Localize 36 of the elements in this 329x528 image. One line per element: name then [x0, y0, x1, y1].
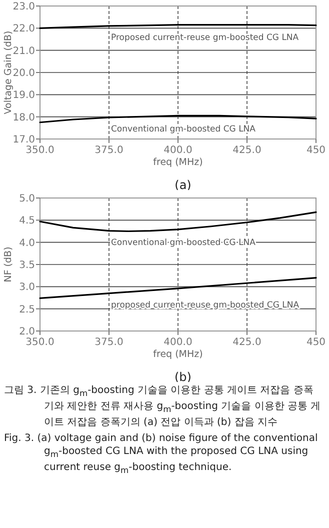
x-tick-label: 400.0 [164, 337, 192, 348]
y-tick-label: 18.0 [12, 112, 35, 124]
line-series [39, 277, 317, 299]
line-series [39, 114, 317, 124]
x-tick-label: 425.0 [232, 337, 262, 348]
x-tick-label: 350.0 [26, 145, 54, 156]
caption: 그림 3. 기존의 g$_{m}$-boosting 기술을 이용한 공통 게이트 저잡음 증폭기와 제안한 전류 재사용 g$_{m}$-boosting 기술을 이용한 공통 게이트 저잡음 증폭기의 (a) 전압 이득과 (b) 잡음 지수 [3, 384, 322, 429]
series-label: Proposed current-reuse gm-boosted CG LNA [111, 32, 299, 43]
x-axis-title: freq (MHz) [153, 349, 203, 360]
x-tick-label: 375.0 [94, 337, 124, 348]
y-tick-label: 5.0 [19, 194, 35, 204]
y-tick-label: 2.5 [19, 304, 35, 316]
y-tick-label: 3.5 [19, 260, 35, 271]
y-tick-label: 22.0 [12, 24, 35, 35]
caption: Fig. 3. (a) voltage gain and (b) noise figure of the conventional g$_{m}$-boosted CG LNA with the proposed CG LNA using current reuse g$_{m}$-boosting technique. [3, 432, 319, 477]
y-tick-label: 4.5 [19, 216, 35, 227]
y-tick-label: 19.0 [12, 90, 35, 102]
x-tick-label: 450 [306, 145, 326, 156]
y-tick-label: 4.0 [19, 238, 35, 249]
x-axis-title: freq (MHz) [153, 157, 203, 168]
y-tick-label: 21.0 [12, 46, 35, 57]
line-series [39, 211, 317, 232]
series-label: Conventional gm-boosted CG LNA [111, 124, 256, 134]
y-axis-title: Voltage Gain (dB) [3, 30, 14, 114]
x-tick-label: 375.0 [94, 145, 124, 156]
y-tick-label: 23.0 [12, 2, 35, 12]
y-axis-title: NF (dB) [3, 246, 14, 282]
y-tick-label: 17.0 [12, 134, 35, 146]
x-tick-label: 400.0 [164, 145, 192, 156]
y-tick-label: 3.0 [19, 282, 35, 294]
series-label: proposed current-reuse gm-boosted CG LNA [111, 300, 300, 310]
x-tick-label: 350.0 [26, 337, 54, 348]
y-tick-label: 20.0 [12, 68, 35, 79]
x-tick-label: 425.0 [232, 145, 262, 156]
x-tick-label: 450 [306, 337, 326, 348]
y-tick-label: 2.0 [19, 326, 35, 338]
